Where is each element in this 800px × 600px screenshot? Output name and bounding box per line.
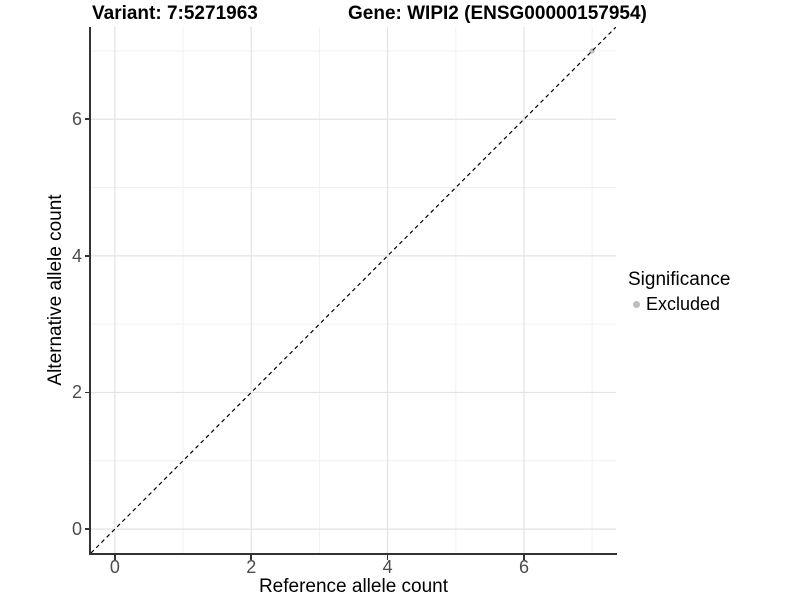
legend: Significance Excluded	[628, 268, 730, 315]
y-tick-mark	[84, 255, 89, 257]
plot-panel	[91, 27, 616, 553]
plot-title-gene: Gene: WIPI2 (ENSG00000157954)	[348, 3, 647, 24]
x-axis-line	[89, 553, 617, 555]
x-axis-title: Reference allele count	[258, 576, 449, 597]
legend-entry-label: Excluded	[646, 293, 721, 314]
x-tick-mark	[523, 555, 525, 560]
identity-dashed-line	[91, 27, 616, 553]
legend-title: Significance	[628, 269, 731, 290]
plot-title-variant: Variant: 7:5271963	[92, 3, 258, 24]
y-tick-mark	[84, 118, 89, 120]
y-tick-label: 2	[71, 382, 82, 403]
y-tick-label: 4	[71, 245, 82, 266]
y-axis-line	[89, 27, 91, 555]
x-tick-label: 0	[109, 557, 120, 577]
x-tick-label: 4	[382, 557, 393, 577]
y-tick-mark	[84, 528, 89, 530]
y-tick-label: 6	[71, 109, 82, 130]
x-tick-mark	[386, 555, 389, 560]
legend-point-icon	[633, 300, 640, 308]
y-tick-label: 0	[71, 519, 82, 540]
y-tick-mark	[84, 391, 89, 394]
legend-entry-excluded: Excluded	[628, 294, 730, 315]
y-axis-title: Alternative allele count	[45, 194, 66, 386]
x-tick-label: 6	[518, 557, 529, 577]
x-tick-mark	[114, 555, 116, 560]
plot-area-svg	[91, 27, 616, 553]
x-tick-mark	[250, 555, 252, 560]
x-tick-label: 2	[246, 557, 257, 577]
